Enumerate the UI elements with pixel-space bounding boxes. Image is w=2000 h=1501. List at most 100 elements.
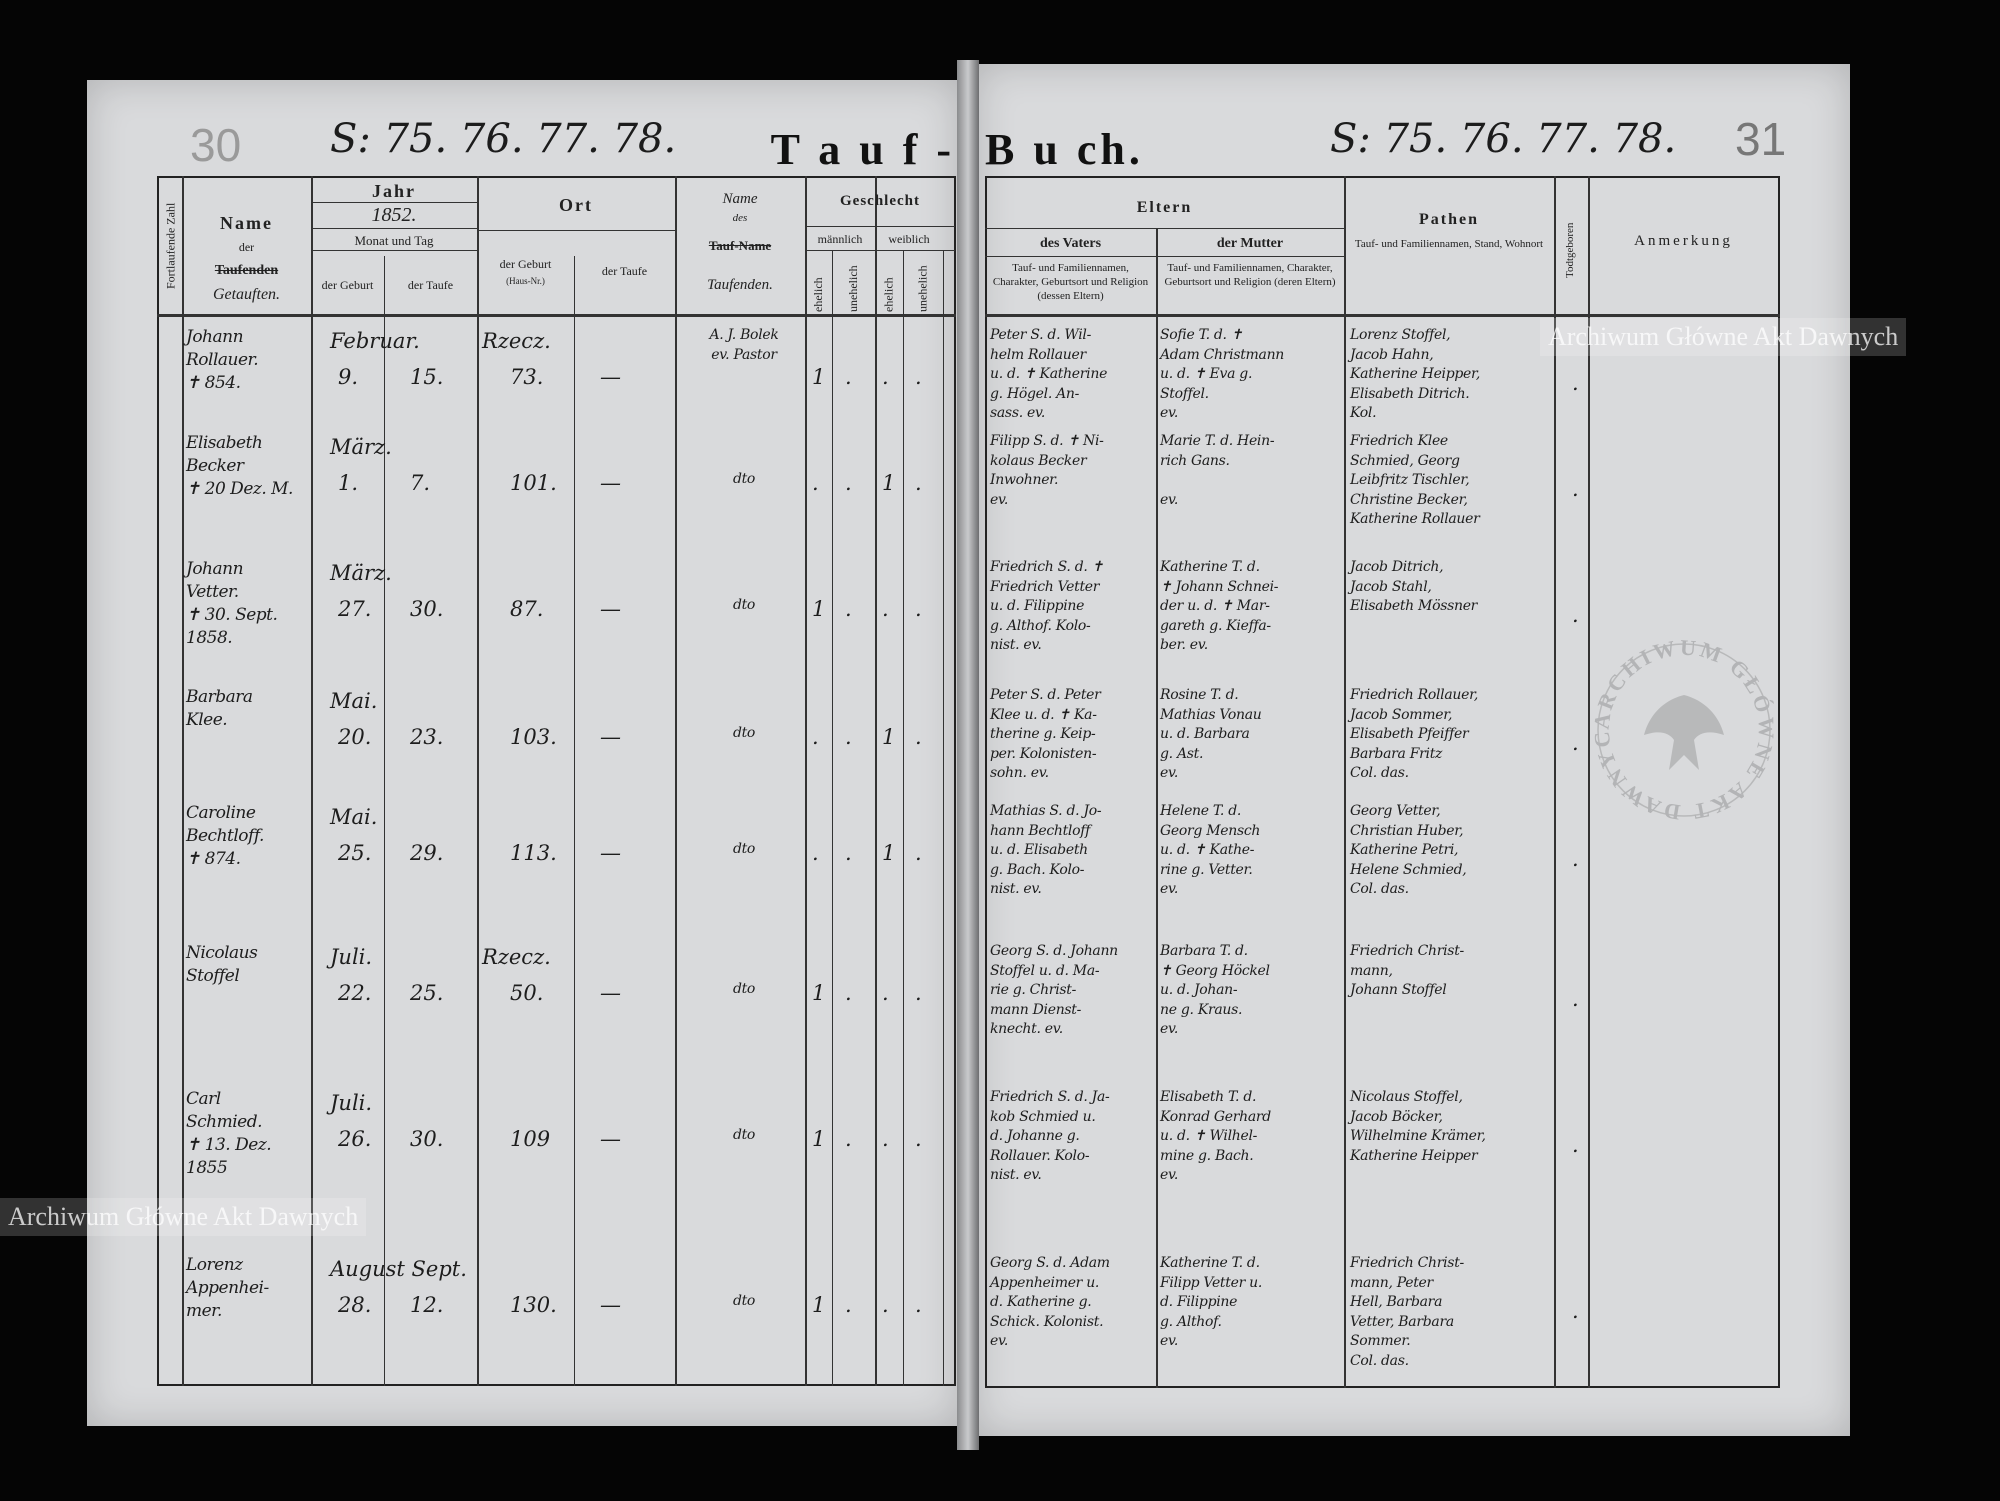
entry-father: Filipp S. d. ✝ Ni- kolaus Becker Inwohne… [990,433,1104,508]
header-mutter-desc: Tauf- und Familiennamen, Charakter, Gebu… [1164,262,1336,288]
header-des-vaters: des Vaters [1039,236,1102,251]
entry-baptizer: dto [732,471,756,487]
archive-watermark-right: Archiwum Główne Akt Dawnych [1540,318,1907,356]
entry-godparents: Friedrich Christ- mann, Johann Stoffel [1350,943,1464,999]
entry-birth-place: Rzecz. [482,329,551,353]
right-page [976,64,1850,1436]
book-spine [957,60,979,1450]
row-rule [985,314,1780,317]
header-haus-nr: (Haus-Nr.) [506,276,545,286]
eagle-icon [1644,695,1724,770]
pencil-page-number-right: 31 [1735,113,1787,165]
empty-mark-dot: . [915,981,922,1005]
header-des: des [732,212,748,224]
entry-birth-day: 27. [338,597,372,621]
row-rule [311,250,477,251]
sex-mark: 1 [812,365,826,389]
entry-mother: Helene T. d. Georg Mensch u. d. ✝ Kathe-… [1160,803,1261,898]
empty-mark-dot: . [915,597,922,621]
entry-godparents: Nicolaus Stoffel, Jacob Böcker, Wilhelmi… [1350,1089,1486,1164]
entry-baptizer: A. J. Bolek ev. Pastor [709,327,779,363]
entry-birth-day: 26. [338,1127,372,1151]
header-m-ehelich: ehelich [811,277,825,312]
header-fortlaufende-zahl: Fortlaufende Zahl [163,202,178,290]
empty-mark-dot: . [845,981,852,1005]
entry-baptism-day: 23. [410,725,444,749]
header-ort-geburt: der Geburt [499,257,552,271]
entry-baptism-day: 7. [410,471,431,495]
entry-father: Mathias S. d. Jo- hann Bechtloff u. d. E… [990,803,1102,898]
entry-godparents: Lorenz Stoffel, Jacob Hahn, Katherine He… [1350,327,1481,422]
column-rule [1344,176,1346,1388]
empty-mark-dot: . [915,365,922,389]
entry-house-number: 50. [510,981,544,1005]
entry-godparents: Jacob Ditrich, Jacob Stahl, Elisabeth Mö… [1350,559,1478,615]
entry-birth-day: 1. [338,471,359,495]
row-rule [311,202,477,203]
entry-baptizer: dto [732,981,756,997]
entry-house-number: 130. [510,1293,557,1317]
entry-name: Barbara Klee. [186,687,253,730]
header-jahr-geburt: der Geburt [321,278,374,292]
entry-mother: Katherine T. d. ✝ Johann Schnei- der u. … [1160,559,1279,654]
todtgeboren-dot: . [1572,1299,1579,1323]
sex-mark: 1 [882,471,896,495]
column-rule [1554,176,1556,1388]
entry-mother: Barbara T. d. ✝ Georg Höckel u. d. Johan… [1160,943,1270,1038]
entry-name: Carl Schmied. ✝ 13. Dez. 1855 [186,1089,272,1178]
entry-baptism-day: 15. [410,365,444,389]
empty-mark-dot: . [812,725,819,749]
entry-godparents: Friedrich Christ- mann, Peter Hell, Barb… [1350,1255,1464,1369]
header-ort-taufe: der Taufe [601,264,648,278]
header-jahr-value: 1852. [371,204,417,226]
entry-baptizer: dto [732,841,756,857]
column-rule [903,250,904,1386]
row-rule [805,250,955,251]
entry-baptism-place: — [600,1127,621,1151]
empty-mark-dot: . [882,981,889,1005]
header-getauften: Getauften. [212,286,281,303]
entry-godparents: Friedrich Klee Schmied, Georg Leibfritz … [1350,433,1480,528]
empty-mark-dot: . [812,841,819,865]
entry-birth-day: 22. [338,981,372,1005]
entry-month: Juli. [330,1091,373,1115]
entry-father: Peter S. d. Wil- helm Rollauer u. d. ✝ K… [990,327,1108,422]
entry-baptism-day: 29. [410,841,444,865]
empty-mark-dot: . [915,841,922,865]
entry-name: Caroline Bechtloff. ✝ 874. [186,803,264,869]
entry-birth-day: 25. [338,841,372,865]
column-rule [875,176,877,1386]
entry-father: Friedrich S. d. Ja- kob Schmied u. d. Jo… [990,1089,1110,1184]
empty-mark-dot: . [882,1293,889,1317]
header-ort: Ort [559,195,593,215]
entry-baptism-place: — [600,597,621,621]
row-rule [477,230,675,231]
pencil-page-number-left: 30 [190,119,242,171]
header-taufenden-hand: Taufenden. [707,277,773,293]
entry-month: Juli. [330,945,373,969]
entry-month: Mai. [330,805,378,829]
sex-mark: 1 [812,981,826,1005]
header-name-des: Name [722,191,758,207]
entry-baptism-day: 25. [410,981,444,1005]
entry-baptizer: dto [732,725,756,741]
empty-mark-dot: . [812,471,819,495]
column-rule [1156,228,1158,1388]
entry-house-number: 103. [510,725,557,749]
header-todtgeboren: Todtgeboren [1564,222,1577,278]
header-weiblich: weiblich [888,232,930,246]
header-der-mutter: der Mutter [1216,236,1284,251]
entry-baptizer: dto [732,1127,756,1143]
column-rule [574,256,575,1386]
empty-mark-dot: . [845,597,852,621]
empty-mark-dot: . [845,1127,852,1151]
entry-father: Friedrich S. d. ✝ Friedrich Vetter u. d.… [990,559,1104,654]
entry-house-number: 101. [510,471,557,495]
column-rule [182,176,184,1386]
entry-month: Mai. [330,689,378,713]
entry-house-number: 109 [510,1127,551,1151]
header-w-ehelich: ehelich [881,277,896,312]
register-table-right [985,176,1780,1388]
entry-mother: Rosine T. d. Mathias Vonau u. d. Barbara… [1160,687,1262,782]
column-rule [943,250,944,1386]
